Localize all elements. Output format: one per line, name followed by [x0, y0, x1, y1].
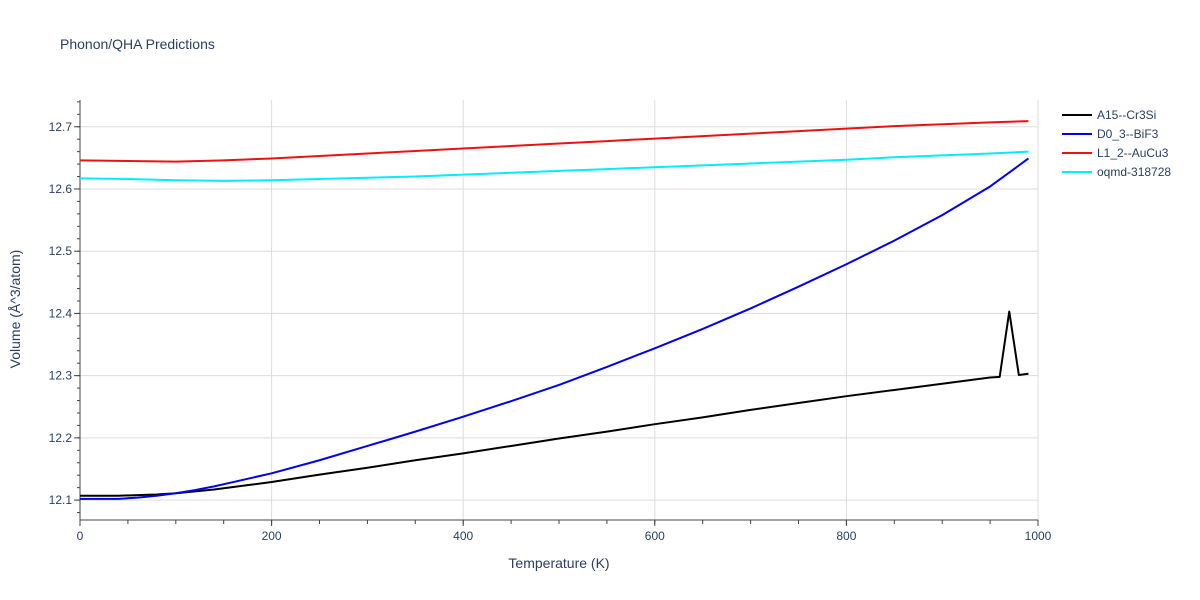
- axes: [74, 100, 1039, 526]
- x-tick-label: 600: [645, 529, 665, 543]
- chart-title: Phonon/QHA Predictions: [60, 36, 215, 52]
- y-tick-label: 12.3: [49, 369, 73, 383]
- series-line-oqmd-318728[interactable]: [79, 150, 1029, 182]
- legend-item[interactable]: D0_3--BiF3: [1062, 127, 1159, 141]
- y-tick-label: 12.6: [49, 182, 73, 196]
- series-line-l1-2-aucu3[interactable]: [79, 120, 1029, 163]
- series-lines: [79, 120, 1030, 500]
- legend[interactable]: A15--Cr3Si D0_3--BiF3 L1_2--AuCu3 oqmd-3187…: [1062, 108, 1171, 179]
- series-line-d0-3-bif3[interactable]: [80, 157, 1030, 500]
- x-tick-label: 800: [836, 529, 856, 543]
- legend-item[interactable]: L1_2--AuCu3: [1062, 146, 1169, 160]
- x-axis-title: Temperature (K): [508, 555, 609, 571]
- legend-item[interactable]: oqmd-318728: [1062, 165, 1171, 179]
- y-axis-title: Volume (Å^3/atom): [7, 250, 23, 369]
- legend-label: D0_3--BiF3: [1097, 127, 1159, 141]
- x-tick-label: 1000: [1025, 529, 1052, 543]
- tick-labels: 0 200 400 600 800 1000 12.1 12.2 12.3 12.4 12.5 12.…: [49, 120, 1052, 543]
- series-line-a15-cr3si[interactable]: [80, 310, 1029, 497]
- legend-item[interactable]: A15--Cr3Si: [1062, 108, 1156, 122]
- y-tick-label: 12.2: [49, 431, 73, 445]
- x-tick-label: 0: [77, 529, 84, 543]
- y-tick-label: 12.7: [49, 120, 73, 134]
- legend-label: L1_2--AuCu3: [1097, 146, 1169, 160]
- x-tick-label: 400: [453, 529, 473, 543]
- grid-lines: [80, 100, 1039, 520]
- y-tick-label: 12.4: [49, 306, 73, 320]
- y-tick-label: 12.5: [49, 244, 73, 258]
- legend-label: oqmd-318728: [1097, 165, 1171, 179]
- legend-label: A15--Cr3Si: [1097, 108, 1156, 122]
- y-tick-label: 12.1: [49, 493, 73, 507]
- x-tick-label: 200: [262, 529, 282, 543]
